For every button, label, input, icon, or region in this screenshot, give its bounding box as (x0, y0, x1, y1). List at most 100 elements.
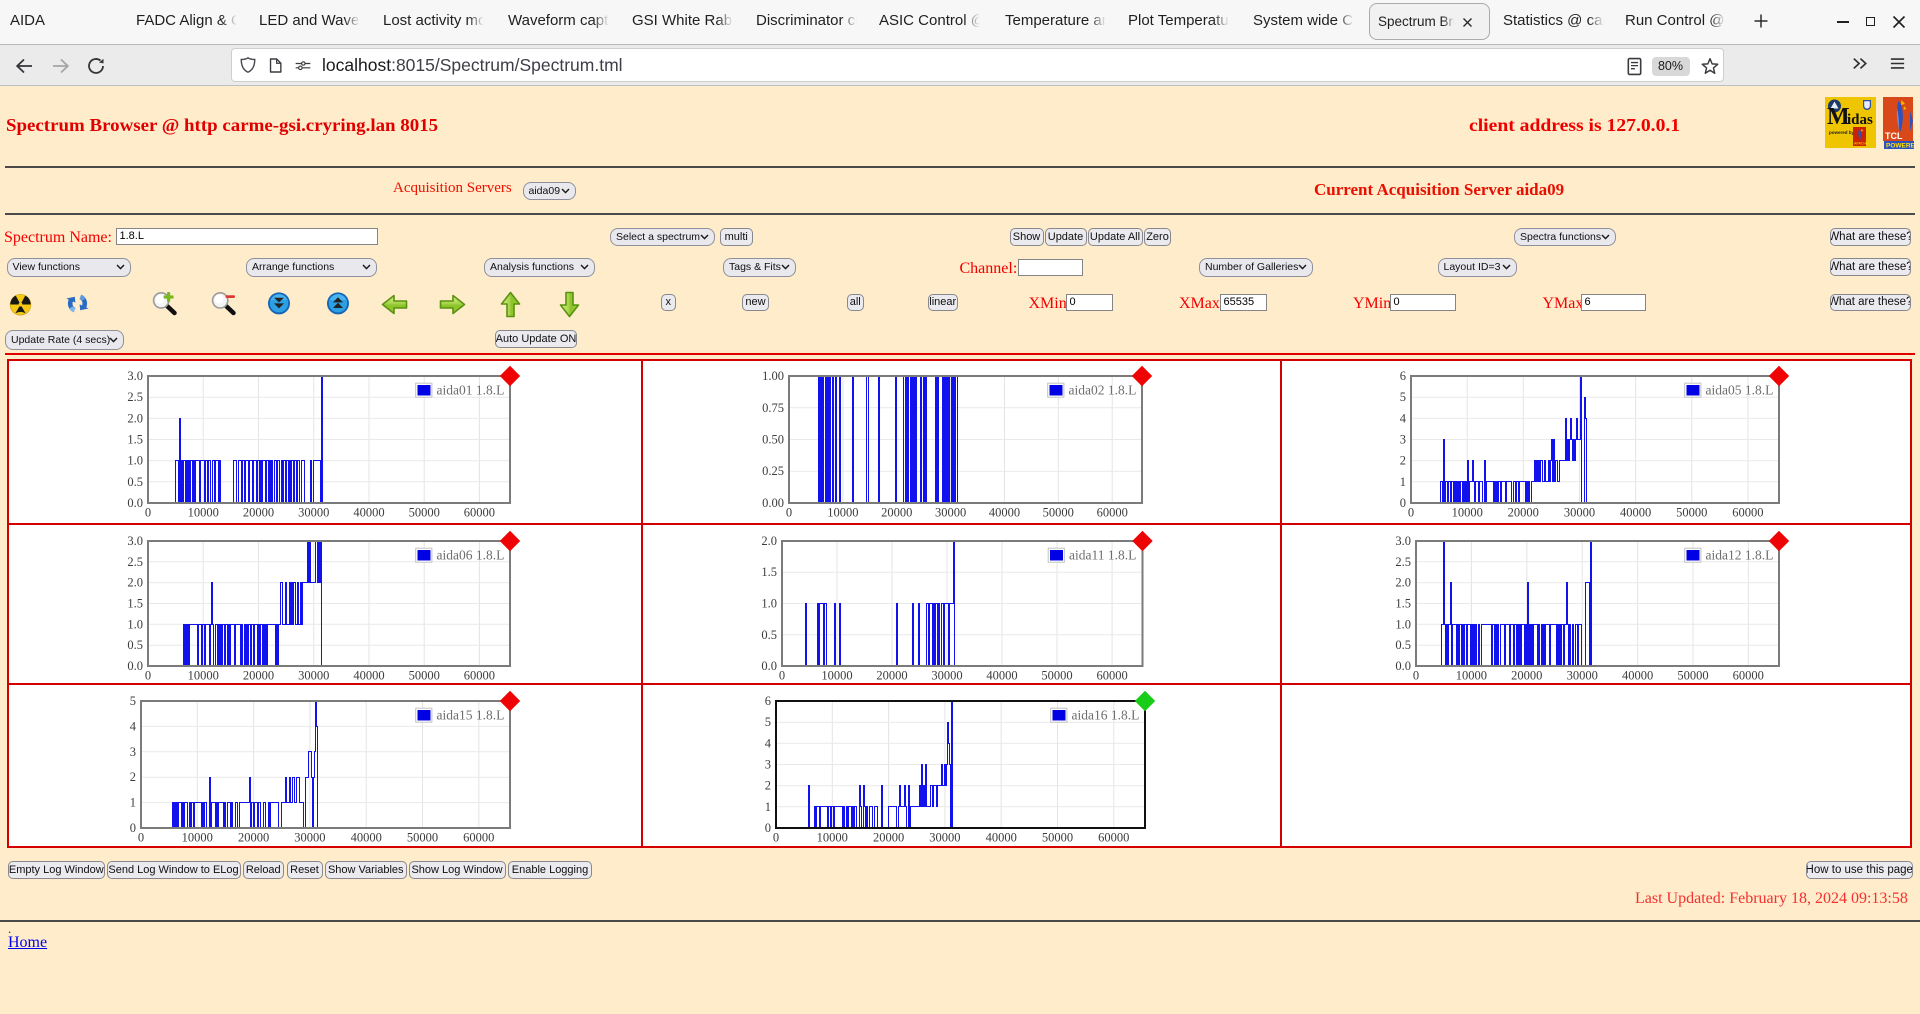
svg-text:30000: 30000 (931, 668, 962, 682)
svg-text:0.5: 0.5 (761, 627, 777, 641)
svg-text:40000: 40000 (986, 668, 1017, 682)
svg-text:1.0: 1.0 (127, 454, 143, 468)
svg-text:6: 6 (765, 694, 771, 708)
svg-text:1.0: 1.0 (127, 617, 143, 631)
svg-text:0: 0 (1407, 506, 1413, 520)
svg-text:40000: 40000 (1619, 506, 1650, 520)
svg-text:20000: 20000 (1507, 506, 1538, 520)
svg-text:2.0: 2.0 (761, 534, 777, 548)
svg-text:6: 6 (1399, 369, 1405, 383)
svg-text:50000: 50000 (1042, 830, 1073, 844)
svg-text:3: 3 (1399, 433, 1405, 447)
svg-text:1.5: 1.5 (1395, 596, 1411, 610)
svg-text:60000: 60000 (1098, 830, 1129, 844)
svg-text:50000: 50000 (1676, 506, 1707, 520)
svg-text:0: 0 (785, 506, 791, 520)
svg-text:40000: 40000 (988, 506, 1019, 520)
svg-text:2.0: 2.0 (1395, 575, 1411, 589)
svg-text:2.0: 2.0 (127, 575, 143, 589)
svg-text:2: 2 (765, 778, 771, 792)
svg-text:2.5: 2.5 (127, 554, 143, 568)
svg-text:4: 4 (129, 719, 136, 733)
svg-text:30000: 30000 (298, 668, 329, 682)
svg-text:1.00: 1.00 (762, 369, 784, 383)
svg-text:30000: 30000 (1567, 668, 1598, 682)
svg-text:idas: idas (1847, 112, 1873, 128)
svg-text:0.0: 0.0 (761, 659, 777, 673)
svg-text:1: 1 (765, 799, 771, 813)
svg-text:2.0: 2.0 (127, 411, 143, 425)
svg-text:0.0: 0.0 (1395, 659, 1411, 673)
svg-text:0.5: 0.5 (127, 638, 143, 652)
svg-text:50000: 50000 (408, 668, 439, 682)
svg-text:POWERED: POWERED (1886, 143, 1914, 150)
svg-text:50000: 50000 (406, 830, 437, 844)
svg-text:2: 2 (129, 770, 135, 784)
svg-text:0.75: 0.75 (762, 401, 784, 415)
svg-text:aida01 1.8.L: aida01 1.8.L (436, 383, 504, 398)
svg-text:aida15 1.8.L: aida15 1.8.L (436, 707, 504, 722)
svg-text:aida05 1.8.L: aida05 1.8.L (1705, 383, 1773, 398)
svg-text:4: 4 (1399, 411, 1406, 425)
svg-text:0.5: 0.5 (127, 475, 143, 489)
svg-text:3: 3 (129, 744, 135, 758)
svg-text:30000: 30000 (298, 506, 329, 520)
svg-text:10000: 10000 (187, 506, 218, 520)
svg-text:20000: 20000 (1511, 668, 1542, 682)
svg-text:0: 0 (765, 821, 771, 835)
svg-text:20000: 20000 (881, 506, 912, 520)
svg-text:2.5: 2.5 (1395, 554, 1411, 568)
svg-text:1.5: 1.5 (127, 433, 143, 447)
svg-text:0: 0 (779, 668, 785, 682)
svg-text:10000: 10000 (1451, 506, 1482, 520)
svg-text:40000: 40000 (350, 830, 381, 844)
svg-text:aida16 1.8.L: aida16 1.8.L (1072, 707, 1140, 722)
svg-text:2.5: 2.5 (127, 390, 143, 404)
svg-text:0.0: 0.0 (127, 496, 143, 510)
svg-text:60000: 60000 (1732, 506, 1763, 520)
svg-text:40000: 40000 (1622, 668, 1653, 682)
svg-text:powered by: powered by (1829, 130, 1855, 135)
svg-text:10000: 10000 (827, 506, 858, 520)
svg-text:APACHE: APACHE (1854, 142, 1869, 146)
svg-text:20000: 20000 (242, 668, 273, 682)
svg-text:0.00: 0.00 (762, 496, 784, 510)
svg-text:5: 5 (765, 715, 771, 729)
svg-text:0: 0 (144, 668, 150, 682)
svg-text:3: 3 (765, 757, 771, 771)
svg-text:1.5: 1.5 (761, 565, 777, 579)
svg-text:0: 0 (1399, 496, 1405, 510)
svg-text:10000: 10000 (817, 830, 848, 844)
svg-text:0.50: 0.50 (762, 433, 784, 447)
svg-text:20000: 20000 (873, 830, 904, 844)
svg-text:0: 0 (137, 830, 143, 844)
svg-text:60000: 60000 (1733, 668, 1764, 682)
svg-text:5: 5 (1399, 390, 1405, 404)
svg-text:0: 0 (129, 821, 135, 835)
svg-text:0: 0 (144, 506, 150, 520)
svg-text:0: 0 (773, 830, 779, 844)
svg-text:1.5: 1.5 (127, 596, 143, 610)
svg-text:0.0: 0.0 (127, 659, 143, 673)
svg-text:40000: 40000 (986, 830, 1017, 844)
svg-text:20000: 20000 (876, 668, 907, 682)
svg-text:10000: 10000 (187, 668, 218, 682)
svg-text:10000: 10000 (821, 668, 852, 682)
svg-text:10000: 10000 (1456, 668, 1487, 682)
svg-text:40000: 40000 (353, 506, 384, 520)
svg-text:4: 4 (765, 736, 772, 750)
svg-text:aida06 1.8.L: aida06 1.8.L (436, 547, 504, 562)
svg-text:60000: 60000 (1096, 668, 1127, 682)
svg-text:50000: 50000 (1042, 506, 1073, 520)
svg-text:60000: 60000 (1096, 506, 1127, 520)
svg-text:aida11 1.8.L: aida11 1.8.L (1069, 547, 1136, 562)
svg-text:1: 1 (1399, 475, 1405, 489)
svg-text:0.25: 0.25 (762, 464, 784, 478)
svg-text:3.0: 3.0 (127, 534, 143, 548)
svg-text:2: 2 (1399, 454, 1405, 468)
svg-text:50000: 50000 (408, 506, 439, 520)
svg-text:0.5: 0.5 (1395, 638, 1411, 652)
svg-text:40000: 40000 (353, 668, 384, 682)
svg-text:50000: 50000 (1041, 668, 1072, 682)
svg-text:60000: 60000 (463, 830, 494, 844)
